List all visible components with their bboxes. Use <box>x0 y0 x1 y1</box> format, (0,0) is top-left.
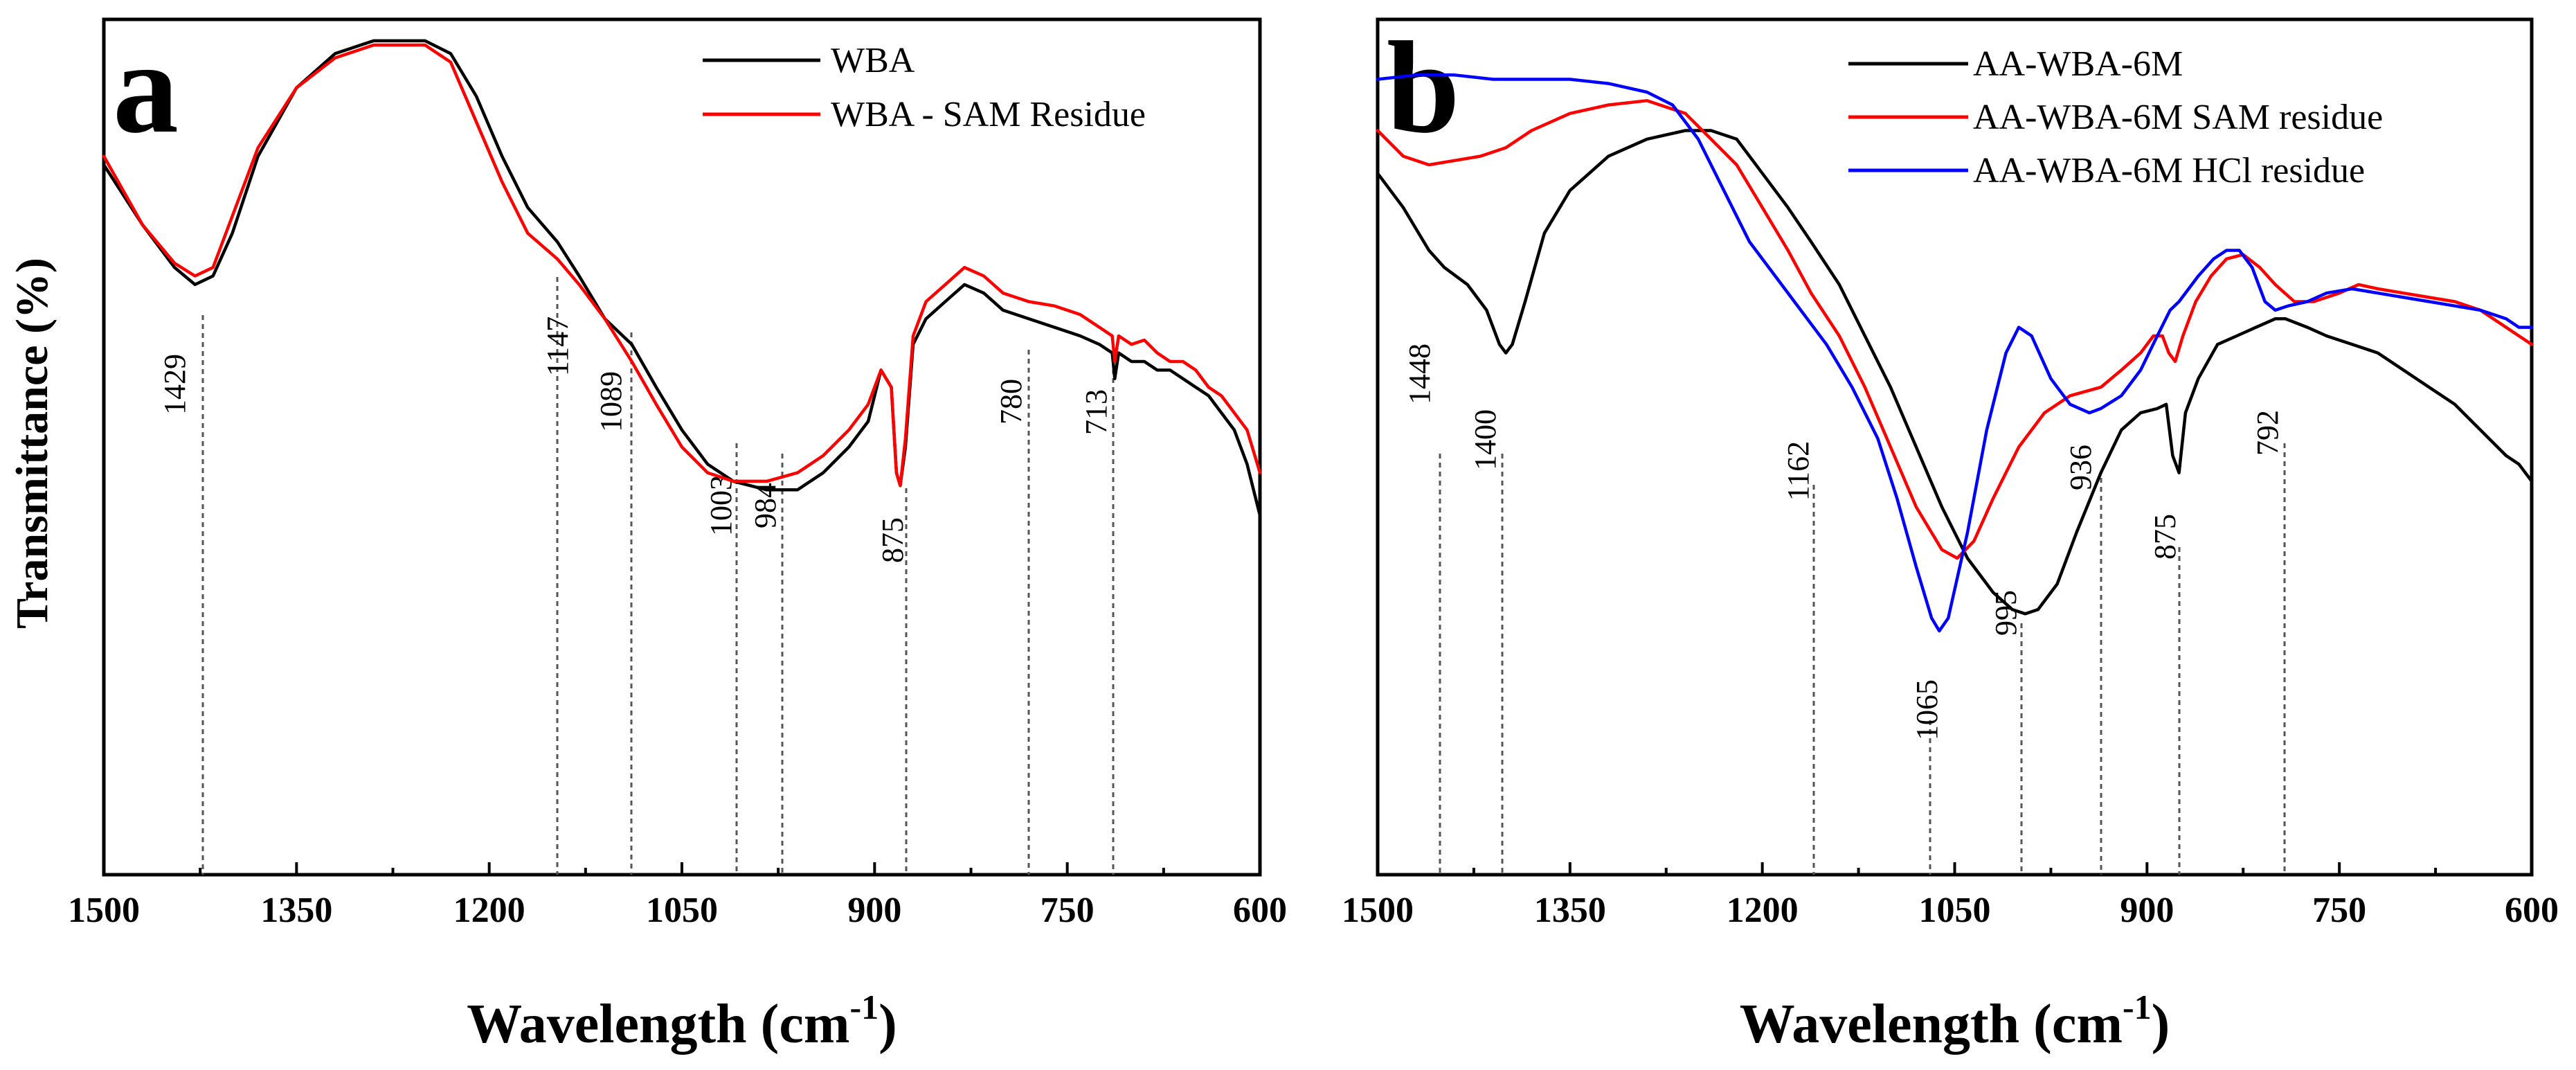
x-axis-title-b: Wavelength (cm-1) <box>1740 988 2170 1055</box>
peak-label-a-780: 780 <box>994 379 1028 425</box>
y-axis-title-a: Transmittance (%) <box>7 258 57 629</box>
x-axis-title-a: Wavelength (cm-1) <box>467 988 897 1055</box>
peak-label-a-713: 713 <box>1079 389 1113 435</box>
legend-label-b-2: AA-WBA-6M HCl residue <box>1973 151 2365 190</box>
x-tick-label-a-1050: 1050 <box>646 891 718 930</box>
peak-label-a-1147: 1147 <box>541 316 575 376</box>
x-tick-label-b-600: 600 <box>2505 891 2559 930</box>
panel-letter-b: b <box>1387 15 1460 161</box>
peak-label-b-875: 875 <box>2148 514 2182 560</box>
x-tick-label-a-1350: 1350 <box>260 891 332 930</box>
legend-label-b-1: AA-WBA-6M SAM residue <box>1973 98 2383 137</box>
peak-label-b-1065: 1065 <box>1910 679 1944 740</box>
x-axis-title-sup-a: -1 <box>849 988 879 1026</box>
x-axis-title-close-a: ) <box>879 994 897 1055</box>
peak-label-b-936: 936 <box>2064 445 2098 490</box>
peak-label-a-1429: 1429 <box>158 354 192 415</box>
x-axis-title-main-a: Wavelength (cm <box>467 994 849 1055</box>
x-tick-label-a-600: 600 <box>1233 891 1287 930</box>
legend-label-a-0: WBA <box>831 41 915 80</box>
peak-label-b-995: 995 <box>1989 590 2023 636</box>
x-tick-label-b-1350: 1350 <box>1534 891 1606 930</box>
peak-label-b-792: 792 <box>2251 410 2285 456</box>
x-tick-label-a-750: 750 <box>1041 891 1095 930</box>
x-tick-label-b-1200: 1200 <box>1727 891 1799 930</box>
peak-label-a-1003: 1003 <box>704 475 738 536</box>
peak-label-a-1089: 1089 <box>594 371 628 432</box>
x-axis-title-main-b: Wavelength (cm <box>1740 994 2123 1055</box>
panel-b: b 1448 1400 1162 1065 995 936 875 792 1500 1350 12… <box>1342 15 2559 1055</box>
panel-letter-a: a <box>113 15 179 161</box>
peak-label-b-1400: 1400 <box>1468 409 1502 470</box>
series-line-a-1 <box>102 43 1262 488</box>
x-tick-label-b-1500: 1500 <box>1342 891 1414 930</box>
peak-label-b-1162: 1162 <box>1781 441 1815 501</box>
legend-label-b-0: AA-WBA-6M <box>1973 44 2183 84</box>
x-axis-title-sup-b: -1 <box>2123 988 2152 1026</box>
peak-label-b-1448: 1448 <box>1403 344 1436 404</box>
legend-label-a-1: WBA - SAM Residue <box>831 95 1146 134</box>
series-line-b-2 <box>1376 73 2534 633</box>
plot-frame-b <box>1376 17 2534 877</box>
peak-label-a-875: 875 <box>876 517 910 563</box>
x-tick-label-b-900: 900 <box>2120 891 2174 930</box>
x-tick-label-a-1200: 1200 <box>453 891 525 930</box>
x-tick-label-b-1050: 1050 <box>1919 891 1991 930</box>
x-tick-label-b-750: 750 <box>2312 891 2366 930</box>
x-tick-label-a-1500: 1500 <box>68 891 140 930</box>
series-line-b-0 <box>1376 129 2534 616</box>
x-axis-title-close-b: ) <box>2152 994 2170 1055</box>
x-tick-label-a-900: 900 <box>847 891 901 930</box>
